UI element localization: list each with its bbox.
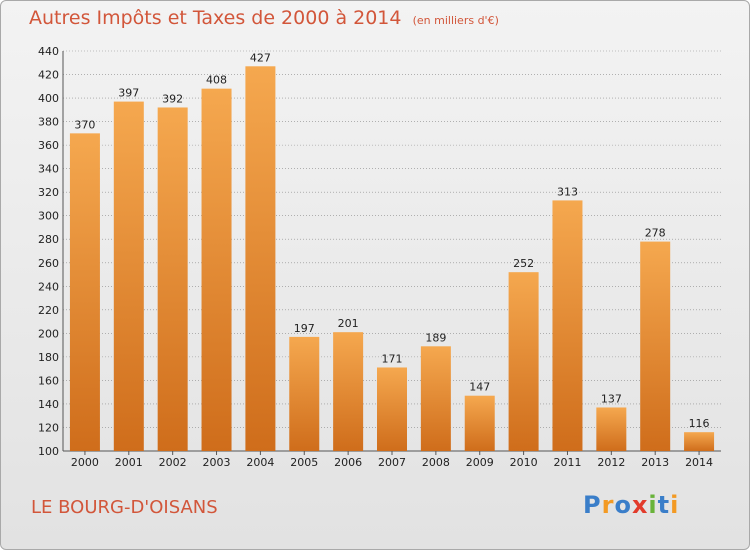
bar (245, 66, 276, 451)
data-label: 392 (162, 92, 183, 105)
x-tick-label: 2014 (685, 456, 713, 469)
y-tick-label: 320 (38, 186, 59, 199)
bar (377, 367, 407, 451)
bar (552, 200, 583, 451)
x-tick-label: 2013 (641, 456, 669, 469)
data-label: 116 (689, 417, 710, 430)
x-tick-label: 2004 (246, 456, 274, 469)
logo-letter: x (631, 491, 649, 519)
bar (464, 395, 495, 451)
y-tick-label: 240 (38, 280, 59, 293)
logo-letter: r (601, 491, 615, 519)
x-tick-label: 2009 (466, 456, 494, 469)
chart-title: Autres Impôts et Taxes de 2000 à 2014 (29, 7, 402, 29)
y-tick-label: 360 (38, 139, 59, 152)
bar (69, 133, 100, 451)
logo-letter: P (583, 491, 602, 519)
y-tick-label: 100 (38, 445, 59, 458)
data-label: 370 (74, 118, 95, 131)
bar (157, 107, 188, 452)
x-tick-label: 2005 (290, 456, 318, 469)
x-tick-label: 2008 (422, 456, 450, 469)
bar (640, 241, 671, 451)
y-tick-label: 260 (38, 257, 59, 270)
data-label: 252 (513, 257, 534, 270)
chart-title-block: Autres Impôts et Taxes de 2000 à 2014 (e… (29, 7, 499, 29)
x-tick-label: 2012 (597, 456, 625, 469)
y-tick-label: 400 (38, 92, 59, 105)
y-tick-label: 420 (38, 69, 59, 82)
y-tick-label: 220 (38, 304, 59, 317)
data-label: 408 (206, 74, 227, 87)
y-tick-label: 440 (38, 45, 59, 58)
y-tick-label: 120 (38, 421, 59, 434)
x-tick-label: 2000 (71, 456, 99, 469)
data-label: 313 (557, 185, 578, 198)
proxiti-logo: Proxiti (583, 491, 679, 519)
y-tick-label: 160 (38, 374, 59, 387)
logo-letter: t (657, 491, 671, 519)
data-label: 278 (645, 227, 666, 240)
chart-unit: (en milliers d'€) (412, 14, 499, 27)
data-label: 189 (425, 331, 446, 344)
y-tick-label: 280 (38, 233, 59, 246)
x-tick-label: 2011 (553, 456, 581, 469)
bar (289, 336, 320, 451)
y-tick-label: 380 (38, 116, 59, 129)
x-tick-label: 2006 (334, 456, 362, 469)
x-tick-label: 2002 (159, 456, 187, 469)
bar (201, 88, 232, 451)
bar (508, 272, 539, 451)
logo-letter: i (670, 491, 680, 519)
x-tick-label: 2003 (203, 456, 231, 469)
logo-letter: o (614, 491, 632, 519)
y-tick-label: 300 (38, 210, 59, 223)
y-tick-label: 140 (38, 398, 59, 411)
data-label: 427 (250, 51, 271, 64)
bar (333, 332, 364, 451)
bar (113, 101, 144, 452)
data-label: 197 (294, 322, 315, 335)
x-tick-label: 2007 (378, 456, 406, 469)
data-label: 137 (601, 392, 622, 405)
data-label: 147 (469, 381, 490, 394)
bar (684, 432, 715, 451)
bar (596, 407, 627, 451)
y-tick-label: 340 (38, 163, 59, 176)
bar (420, 346, 451, 451)
y-tick-label: 180 (38, 351, 59, 364)
place-name: LE BOURG-D'OISANS (31, 497, 218, 518)
x-tick-label: 2001 (115, 456, 143, 469)
data-label: 201 (338, 317, 359, 330)
data-label: 397 (118, 87, 139, 100)
logo-letter: i (648, 491, 658, 519)
x-tick-label: 2010 (510, 456, 538, 469)
data-label: 171 (382, 352, 403, 365)
y-tick-label: 200 (38, 327, 59, 340)
